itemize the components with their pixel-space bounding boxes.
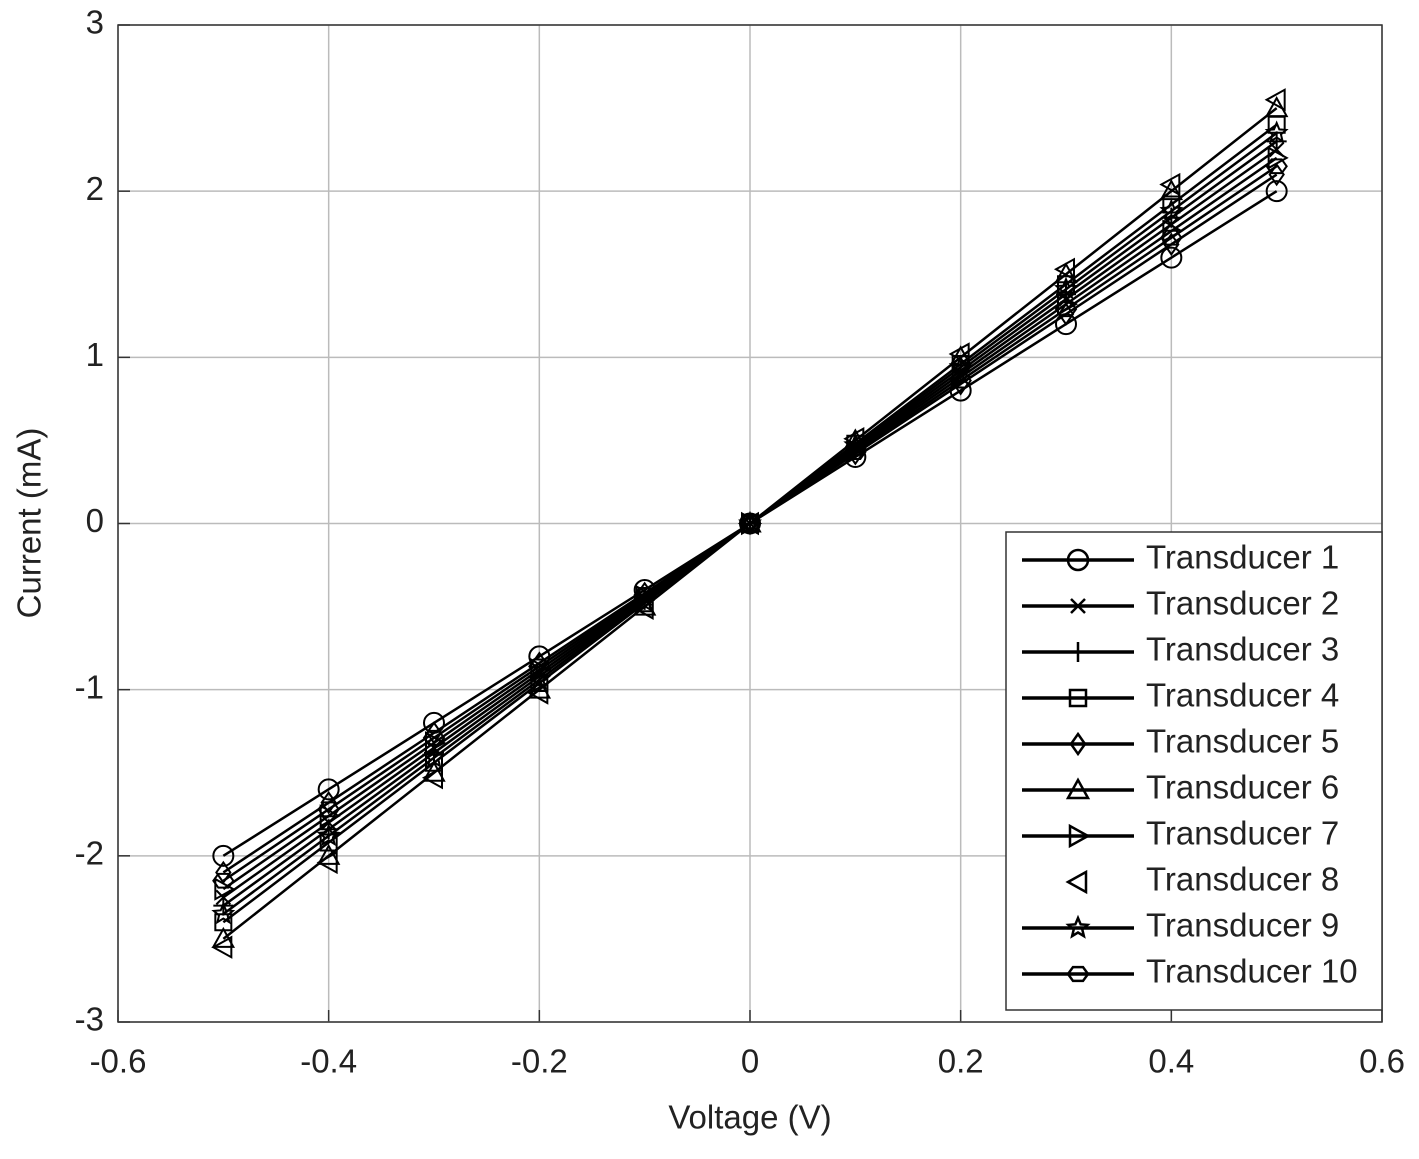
legend-marker [1065,777,1091,800]
marker [843,428,868,450]
marker [1054,262,1078,284]
marker [1053,257,1075,281]
legend-label: Transducer 6 [1146,769,1339,806]
marker [1268,162,1285,187]
x-axis-label: Voltage (V) [668,1099,831,1136]
legend-marker [1066,965,1090,983]
marker [317,801,340,818]
marker [422,729,446,746]
y-tick-label: -3 [75,1001,104,1038]
legend-label: Transducer 1 [1146,539,1339,576]
x-tick-label: 0.2 [938,1043,984,1080]
legend-marker [1070,598,1086,614]
marker [633,587,656,603]
marker [1057,302,1075,326]
marker [738,511,762,533]
legend-marker [1069,731,1087,757]
marker [1159,198,1184,222]
marker [1264,120,1289,144]
legend-box [1005,531,1383,1011]
y-tick-label: 1 [86,336,104,373]
legend-label: Transducer 3 [1146,631,1339,668]
marker [1264,88,1286,112]
legend-label: Transducer 7 [1146,815,1339,852]
marker [1265,158,1288,175]
marker [1160,229,1183,246]
legend-marker [1065,914,1091,939]
marker [1054,301,1078,318]
y-axis-label: Current (mA) [11,428,48,619]
marker [948,354,973,378]
legend-label: Transducer 10 [1146,953,1358,990]
legend: Transducer 1 Transducer 2 Transducer 3 Tran… [1005,531,1383,1011]
y-tick-label: 3 [86,4,104,41]
legend-marker [1066,548,1090,572]
x-tick-label: 0 [741,1043,759,1080]
legend-label: Transducer 2 [1146,585,1339,622]
marker [738,515,762,532]
legend-label: Transducer 4 [1146,677,1339,714]
x-tick-label: -0.6 [90,1043,147,1080]
marker [316,823,341,847]
legend-marker [1068,642,1088,662]
legend-marker [1068,823,1091,849]
legend-label: Transducer 9 [1146,907,1339,944]
marker [1267,146,1289,170]
marker [527,681,549,705]
marker [212,872,235,889]
marker [1265,180,1288,203]
marker [320,790,337,815]
x-tick-label: 0.4 [1148,1043,1194,1080]
marker [316,850,338,875]
marker [422,745,446,768]
marker [949,372,972,389]
y-tick-label: 0 [86,502,104,539]
y-tick-label: -1 [75,668,104,705]
legend-marker [1065,869,1088,895]
marker [212,844,235,867]
marker [1159,172,1181,197]
legend-label: Transducer 5 [1146,723,1339,760]
marker [214,913,233,932]
marker [317,778,340,801]
legend-marker [1068,688,1088,708]
plot-frame [117,24,1383,1023]
y-tick-label: -2 [75,835,104,872]
marker [528,658,551,675]
legend-label: Transducer 8 [1146,861,1339,898]
marker [1054,276,1078,300]
marker [843,432,868,456]
marker [421,766,443,790]
series-line [222,165,1278,882]
x-tick-label: -0.4 [300,1043,357,1080]
marker [844,444,867,460]
y-tick-label: 2 [86,170,104,207]
x-tick-label: 0.6 [1359,1043,1405,1080]
marker [211,901,236,925]
marker [422,760,446,782]
marker [527,667,552,690]
x-tick-label: -0.2 [511,1043,568,1080]
marker [211,935,233,959]
marker [214,877,236,901]
